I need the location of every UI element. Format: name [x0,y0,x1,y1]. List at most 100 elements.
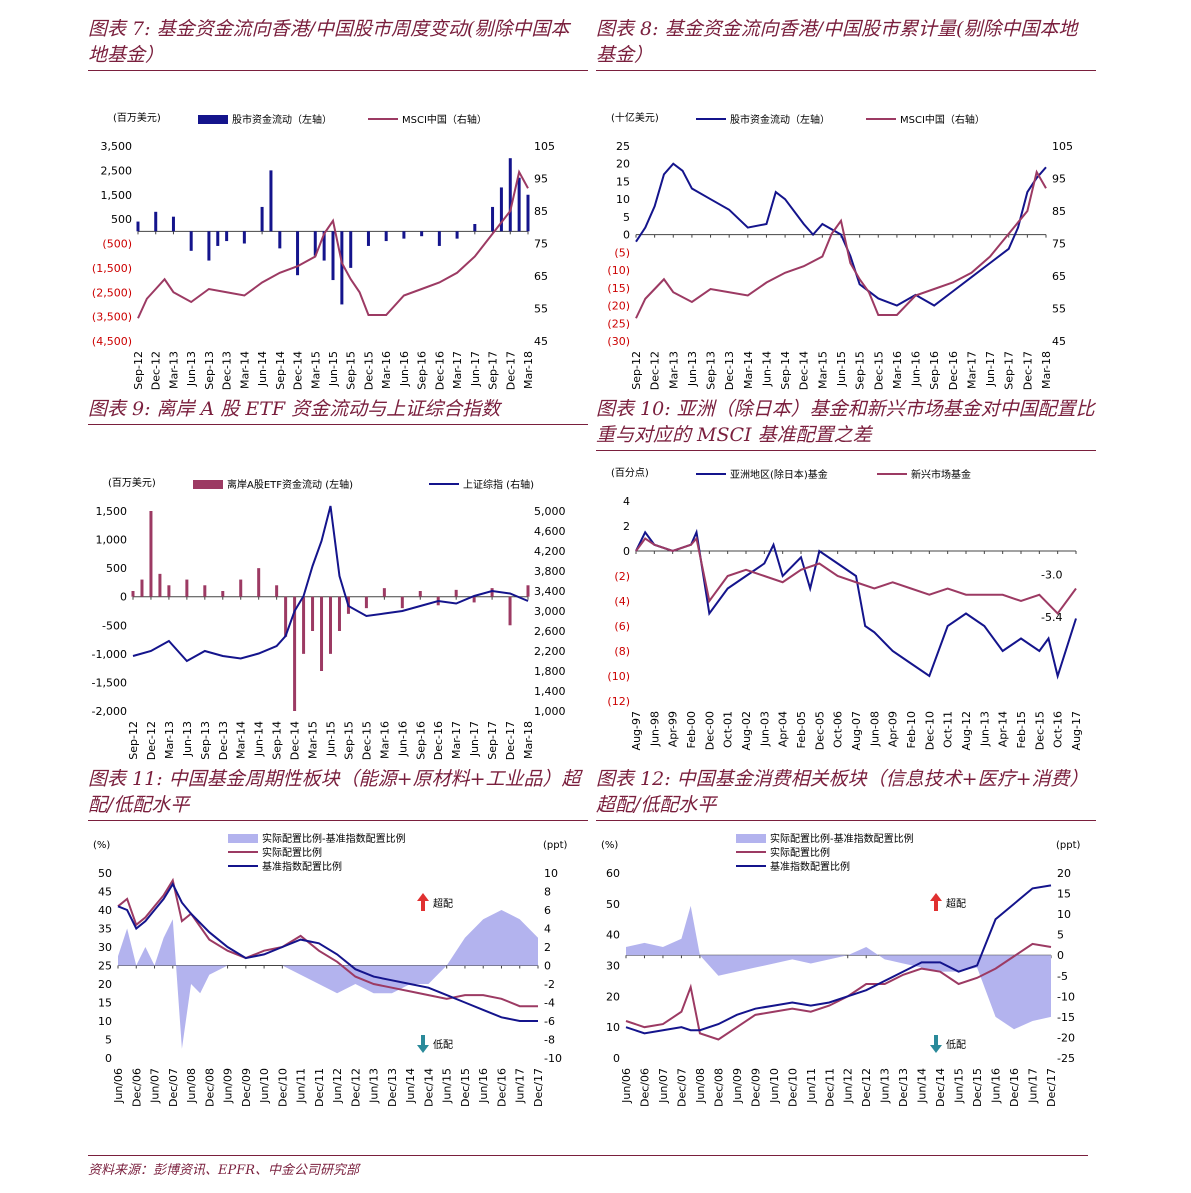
chart-10: (百分点) 4 2 0 (2) (4) (6) (8) (10) (12)Aug-97 Jun-98… [607,467,1083,750]
x-tick-label: Dec/07 [167,1068,180,1107]
bar [131,591,135,597]
y-tick-left: -1,000 [92,648,127,661]
unit-label: (%) [601,840,618,851]
y-tick-left: (25) [607,317,630,330]
y-tick-left: 500 [106,562,127,575]
x-tick-label: Jun/10 [768,1068,781,1104]
line-series [137,169,529,319]
bar [349,231,353,268]
y-tick-right: -25 [1057,1052,1075,1065]
x-tick-label: Jun/14 [404,1068,417,1104]
x-tick-label: Jun/14 [916,1068,929,1104]
legend-label: 股市资金流动（左轴） [730,113,830,126]
y-tick-right: 45 [1052,335,1066,348]
x-tick-label: Dec/11 [823,1068,836,1107]
x-tick-label: Dec/12 [860,1068,873,1107]
y-tick-right: 55 [1052,303,1066,316]
y-tick-right: 10 [1057,908,1071,921]
unit-label: (十亿美元) [611,111,659,124]
x-tick-label: Dec-05 [813,711,826,750]
y-tick-left: (30) [607,335,630,348]
legend-label: 新兴市场基金 [911,468,971,481]
y-tick-left: 10 [606,1021,620,1034]
x-tick-label: Dec/06 [638,1068,651,1107]
y-tick-right: -10 [544,1052,562,1065]
x-tick-label: Dec/11 [313,1068,326,1107]
bar [455,231,459,239]
y-tick-left: 20 [98,978,112,991]
unit-label: (%) [93,840,110,851]
x-tick-label: Dec-16 [432,721,445,760]
y-tick-left: 20 [616,158,630,171]
x-tick-label: Jun-15 [835,351,848,387]
bar [149,511,153,597]
y-tick-right: 1,000 [534,705,566,718]
x-tick-label: Mar-13 [667,351,680,389]
bar [491,206,495,232]
x-tick-label: Jun/11 [805,1068,818,1104]
bar [384,231,388,242]
x-tick-label: Sep-12 [630,351,643,390]
x-tick-label: Apr-99 [667,711,680,747]
x-tick-label: Feb-15 [1015,711,1028,748]
x-tick-label: Jun/15 [441,1068,454,1104]
x-tick-label: Dec-16 [433,351,446,390]
chart-8: (十亿美元)2520151050(5)(10)(15)(20)(25)(30)1… [607,111,1073,390]
legend-label: 离岸A股ETF资金流动 (左轴) [227,478,353,491]
y-tick-right: 85 [534,205,548,218]
bar [526,194,530,232]
chart-12-title: 图表 12: 中国基金消费相关板块（信息技术+医疗+消费）超配/低配水平 [596,766,1096,821]
line-series [625,942,1052,1041]
y-tick-right: -5 [1057,970,1068,983]
unit-label: (百分点) [611,467,649,479]
y-tick-left: 500 [111,213,132,226]
x-tick-label: Jun/07 [657,1068,670,1104]
y-tick-left: 0 [623,545,630,558]
bar [257,568,261,597]
over-arrow-icon [930,893,942,911]
legend-swatch [193,480,223,489]
x-tick-label: Jun/16 [477,1068,490,1104]
x-tick-label: Dec-12 [150,351,163,390]
chart-8-title: 图表 8: 基金资金流向香港/中国股市累计量(剔除中国本地基金） [596,16,1096,71]
bar [499,187,503,232]
x-tick-label: Feb-10 [905,711,918,748]
unit-label: (百万美元) [113,111,161,124]
x-tick-label: Jun/10 [258,1068,271,1104]
x-tick-label: Sep-16 [928,351,941,390]
line-series [635,162,1047,307]
y-tick-left: 50 [98,867,112,880]
x-tick-label: Dec-15 [1033,711,1046,750]
x-tick-label: Jun-14 [760,351,773,387]
x-tick-label: Jun-13 [181,721,194,757]
x-tick-label: Jun-14 [253,721,266,757]
x-tick-label: Dec/16 [1008,1068,1021,1107]
chart-7: (百万美元) 3,500 2,500 1,500 500 (500) (1,500) (2,5… [92,111,555,390]
bar [473,224,477,232]
chart-9-title: 图表 9: 离岸 A 股 ETF 资金流动与上证综合指数 [88,396,588,425]
x-tick-label: Oct-01 [722,711,735,748]
x-tick-label: Jun/06 [112,1068,125,1104]
x-tick-label: Dec-13 [221,351,234,390]
bar [239,579,243,597]
y-tick-left: (2,500) [92,286,132,299]
line-series [635,528,1077,680]
bar [508,596,512,626]
x-tick-label: Jun/13 [368,1068,381,1104]
over-label: 超配 [946,897,966,910]
bar [242,231,246,244]
legend-label: 实际配置比例-基准指数配置比例 [770,832,914,845]
y-tick-right: 4 [544,923,551,936]
x-tick-label: Aug-07 [850,711,863,750]
chart-10-title: 图表 10: 亚洲（除日本）基金和新兴市场基金对中国配置比重与对应的 MSCI … [596,396,1096,451]
y-tick-left: 0 [613,1052,620,1065]
bar [221,591,225,597]
legend-label: 实际配置比例-基准指数配置比例 [262,832,406,845]
y-tick-right: -2 [544,978,555,991]
under-label: 低配 [946,1038,966,1051]
bar [275,585,279,597]
x-tick-label: Dec/07 [675,1068,688,1107]
y-tick-left: (10) [607,670,630,683]
y-tick-left: 60 [606,867,620,880]
x-tick-label: Jun-13 [185,351,198,387]
